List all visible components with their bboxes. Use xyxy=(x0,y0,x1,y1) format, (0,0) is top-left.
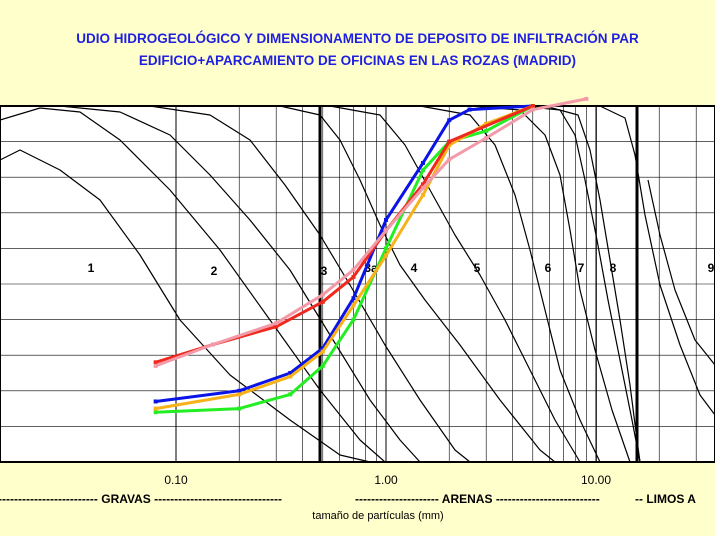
series-point-pink xyxy=(320,292,325,297)
zone-label: 8 xyxy=(610,261,617,275)
series-point-blue xyxy=(420,160,425,165)
series-point-green xyxy=(420,168,425,173)
series-point-pink xyxy=(447,157,452,162)
series-point-pink xyxy=(153,363,158,368)
series-point-blue xyxy=(153,399,158,404)
series-point-orange xyxy=(447,143,452,148)
x-tick-label: 0.10 xyxy=(164,473,188,487)
reference-curve xyxy=(149,105,471,463)
reference-curve xyxy=(544,105,641,463)
reference-curve xyxy=(0,149,371,463)
zone-label: 4 xyxy=(411,261,418,275)
series-point-blue xyxy=(384,217,388,222)
series-point-orange xyxy=(484,121,489,126)
series-point-pink xyxy=(484,136,489,141)
series-point-red xyxy=(153,360,158,365)
series-point-green xyxy=(484,128,489,133)
series-point-orange xyxy=(237,392,242,397)
reference-curve xyxy=(329,105,581,463)
series-point-blue xyxy=(288,371,293,375)
series-point-orange xyxy=(384,253,388,258)
series-point-blue xyxy=(237,388,242,393)
x-axis-label: tamaño de partículas (mm) xyxy=(312,510,443,522)
series-point-green xyxy=(351,317,356,322)
series-point-blue xyxy=(320,346,325,351)
soil-class-label: ------------------------- GRAVAS -------… xyxy=(0,492,282,506)
title-line-2: EDIFICIO+APARCAMIENTO DE OFICINAS EN LAS… xyxy=(138,53,577,68)
zone-label: 1 xyxy=(88,261,95,275)
zone-label: 6 xyxy=(545,261,552,275)
title-line-1: UDIO HIDROGEOLÓGICO Y DIMENSIONAMENTO DE… xyxy=(76,31,639,46)
series-point-green xyxy=(320,363,325,368)
series-point-orange xyxy=(288,374,293,379)
reference-curve xyxy=(647,179,715,366)
series-point-green xyxy=(384,246,388,251)
soil-class-label: -- LIMOS A xyxy=(635,492,696,506)
series-point-blue xyxy=(351,296,356,301)
zone-label: 2 xyxy=(211,264,218,278)
series-point-red xyxy=(447,139,452,144)
x-tick-label: 1.00 xyxy=(374,473,398,487)
series-point-green xyxy=(237,406,242,411)
series-point-pink xyxy=(584,96,589,101)
series-point-orange xyxy=(420,193,425,197)
series-point-red xyxy=(530,104,535,108)
series-point-pink xyxy=(210,342,215,347)
chart-title: UDIO HIDROGEOLÓGICO Y DIMENSIONAMENTO DE… xyxy=(0,28,715,72)
series-point-pink xyxy=(351,267,356,272)
reference-curve xyxy=(59,105,421,463)
reference-curve xyxy=(469,105,631,463)
series-point-orange xyxy=(351,303,356,308)
reference-curve xyxy=(519,105,641,463)
series-point-orange xyxy=(153,406,158,411)
soil-class-label: --------------------- ARENAS -----------… xyxy=(355,492,600,506)
series-point-red xyxy=(320,299,325,304)
reference-curve xyxy=(0,107,386,463)
zone-label: 3 xyxy=(321,264,328,278)
series-line-blue xyxy=(154,104,535,403)
series-point-pink xyxy=(384,228,388,233)
series-point-pink xyxy=(420,185,425,190)
series-point-orange xyxy=(320,349,325,354)
zone-label: 9 xyxy=(708,261,715,275)
zone-label: 5 xyxy=(474,261,481,275)
series-point-blue xyxy=(447,118,452,123)
series-point-green xyxy=(288,392,293,397)
x-tick-label: 10.00 xyxy=(581,473,611,487)
series-point-pink xyxy=(274,321,279,326)
series-line-green xyxy=(154,104,535,414)
series-point-green xyxy=(153,410,158,415)
series-point-red xyxy=(420,182,425,187)
reference-curve xyxy=(419,105,601,463)
reference-curve xyxy=(279,105,556,463)
reference-curve xyxy=(599,105,715,416)
zone-label: 7 xyxy=(578,261,585,275)
series-point-red xyxy=(274,324,279,329)
series-point-red xyxy=(351,274,356,279)
series-point-pink xyxy=(530,107,535,112)
series-point-blue xyxy=(467,107,472,112)
